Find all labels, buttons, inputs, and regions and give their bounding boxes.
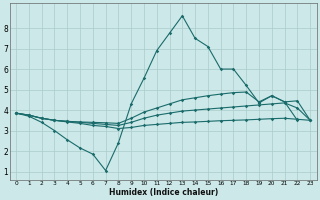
X-axis label: Humidex (Indice chaleur): Humidex (Indice chaleur) xyxy=(108,188,218,197)
